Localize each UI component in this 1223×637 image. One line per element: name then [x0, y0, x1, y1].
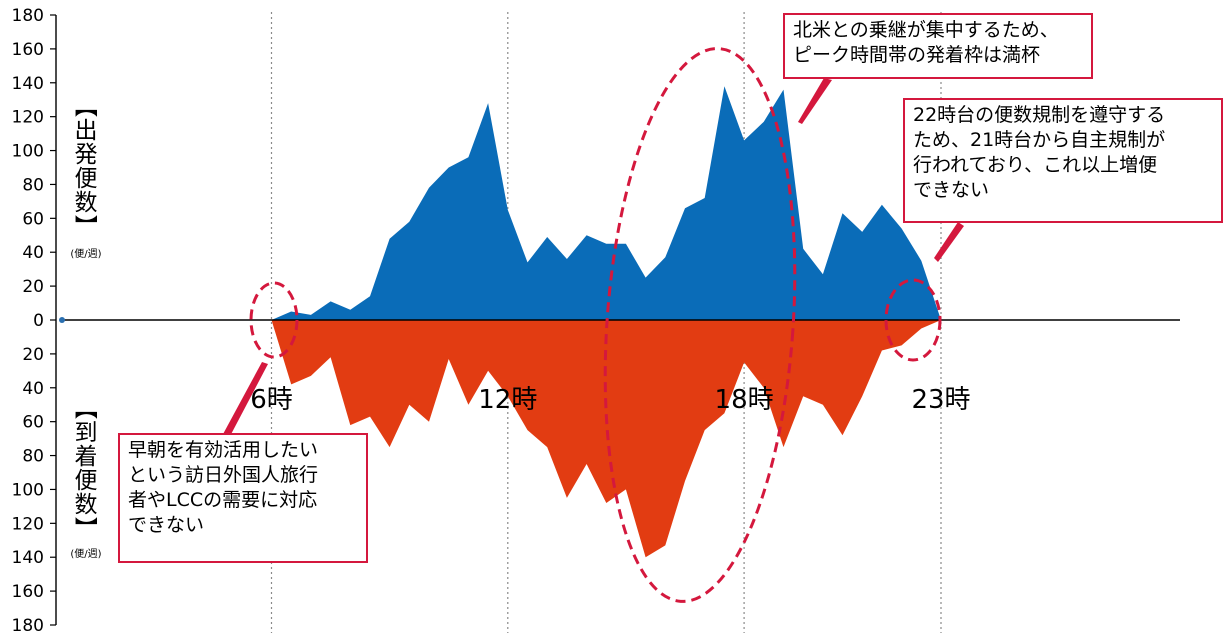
- y-tick-label: 60: [22, 209, 44, 229]
- y-title-departure-char: 出: [75, 118, 98, 144]
- hour-label-18: 18時: [715, 385, 774, 415]
- y-title-departure-char: 【: [72, 95, 98, 118]
- y-title-arrival-char: 】: [72, 517, 98, 540]
- y-tick-label: 20: [22, 345, 44, 365]
- origin-marker: [59, 317, 65, 323]
- y-tick-label: 20: [22, 277, 44, 297]
- y-tick-label: 160: [12, 40, 44, 60]
- pointer-early-morning: [222, 362, 268, 440]
- y-tick-label: 140: [12, 548, 44, 568]
- y-tick-label: 140: [12, 74, 44, 94]
- y-title-arrival-char: 【: [72, 397, 98, 420]
- y-tick-label: 100: [12, 480, 44, 500]
- y-title-arrival-char: 着: [75, 444, 98, 470]
- hour-label-6: 6時: [250, 385, 293, 415]
- y-title-departure-char: 便: [75, 166, 98, 192]
- y-unit-departure: (便/週): [70, 247, 101, 260]
- y-title-arrival-char: 数: [75, 492, 98, 518]
- callout-early-morning: 早朝を有効活用したい という訪日外国人旅行 者やLCCの需要に対応 できない: [118, 433, 368, 563]
- y-unit-arrival: (便/週): [70, 547, 101, 560]
- y-title-arrival-char: 便: [75, 468, 98, 494]
- y-tick-label: 0: [33, 311, 44, 331]
- highlight-22h: [884, 278, 942, 362]
- y-tick-label: 180: [12, 616, 44, 636]
- y-tick-label: 120: [12, 514, 44, 534]
- y-title-departure-char: 発: [75, 142, 98, 168]
- y-tick-labels: 180 160 140 120 100 80 60 40 20 0 20 40 60 80 100 120 14…: [12, 6, 56, 636]
- arrival-area: [271, 320, 941, 558]
- y-title-departure-char: 】: [72, 215, 98, 238]
- y-tick-label: 100: [12, 142, 44, 162]
- pointer-peak: [798, 78, 832, 124]
- y-title-departure-char: 数: [75, 190, 98, 216]
- y-tick-label: 80: [22, 175, 44, 195]
- y-title-arrival-char: 到: [75, 420, 98, 446]
- highlight-6am: [249, 281, 299, 359]
- y-tick-label: 160: [12, 582, 44, 602]
- callout-peak-hours: 北米との乗継が集中するため、 ピーク時間帯の発着枠は満杯: [783, 13, 1093, 79]
- hour-label-23: 23時: [911, 385, 970, 415]
- callout-22h-restriction: 22時台の便数規制を遵守する ため、21時台から自主規制が 行われており、これ以…: [903, 98, 1223, 223]
- y-tick-label: 60: [22, 413, 44, 433]
- area-series: [271, 86, 941, 558]
- departure-area: [271, 86, 941, 320]
- y-tick-label: 120: [12, 108, 44, 128]
- pointer-22h: [934, 222, 964, 262]
- y-tick-label: 40: [22, 243, 44, 263]
- y-tick-label: 180: [12, 6, 44, 26]
- y-tick-label: 40: [22, 379, 44, 399]
- hour-label-12: 12時: [478, 385, 537, 415]
- y-tick-label: 80: [22, 447, 44, 467]
- highlight-ellipses: [222, 47, 964, 603]
- hour-labels: 6時 12時 18時 23時: [250, 385, 970, 415]
- highlight-peak: [603, 47, 797, 603]
